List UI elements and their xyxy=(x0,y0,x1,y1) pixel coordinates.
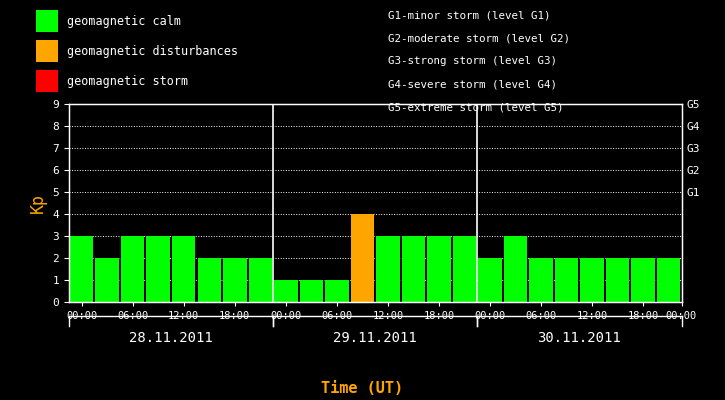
Bar xyxy=(172,236,196,302)
Bar xyxy=(631,258,655,302)
Bar xyxy=(146,236,170,302)
Text: G3-strong storm (level G3): G3-strong storm (level G3) xyxy=(388,56,557,66)
Bar xyxy=(529,258,553,302)
Text: G2-moderate storm (level G2): G2-moderate storm (level G2) xyxy=(388,33,570,43)
Text: G4-severe storm (level G4): G4-severe storm (level G4) xyxy=(388,80,557,90)
Bar xyxy=(376,236,399,302)
Bar xyxy=(453,236,476,302)
Text: 30.11.2011: 30.11.2011 xyxy=(537,331,621,345)
Bar xyxy=(274,280,297,302)
Text: geomagnetic disturbances: geomagnetic disturbances xyxy=(67,44,238,58)
Text: geomagnetic storm: geomagnetic storm xyxy=(67,74,188,88)
Bar xyxy=(427,236,451,302)
Text: G5-extreme storm (level G5): G5-extreme storm (level G5) xyxy=(388,103,563,113)
Bar xyxy=(478,258,502,302)
Bar xyxy=(581,258,604,302)
Text: 28.11.2011: 28.11.2011 xyxy=(129,331,213,345)
Text: G1-minor storm (level G1): G1-minor storm (level G1) xyxy=(388,10,550,20)
Bar xyxy=(70,236,94,302)
Bar xyxy=(402,236,426,302)
Bar xyxy=(325,280,349,302)
Bar xyxy=(504,236,527,302)
Bar xyxy=(555,258,579,302)
Bar xyxy=(121,236,144,302)
Bar xyxy=(197,258,221,302)
Bar xyxy=(351,214,374,302)
Y-axis label: Kp: Kp xyxy=(29,193,47,213)
Bar xyxy=(657,258,681,302)
Bar xyxy=(96,258,119,302)
Bar xyxy=(223,258,246,302)
Bar xyxy=(299,280,323,302)
Bar xyxy=(249,258,272,302)
Text: Time (UT): Time (UT) xyxy=(321,381,404,396)
Text: geomagnetic calm: geomagnetic calm xyxy=(67,14,181,28)
Text: 29.11.2011: 29.11.2011 xyxy=(334,331,417,345)
Bar xyxy=(606,258,629,302)
